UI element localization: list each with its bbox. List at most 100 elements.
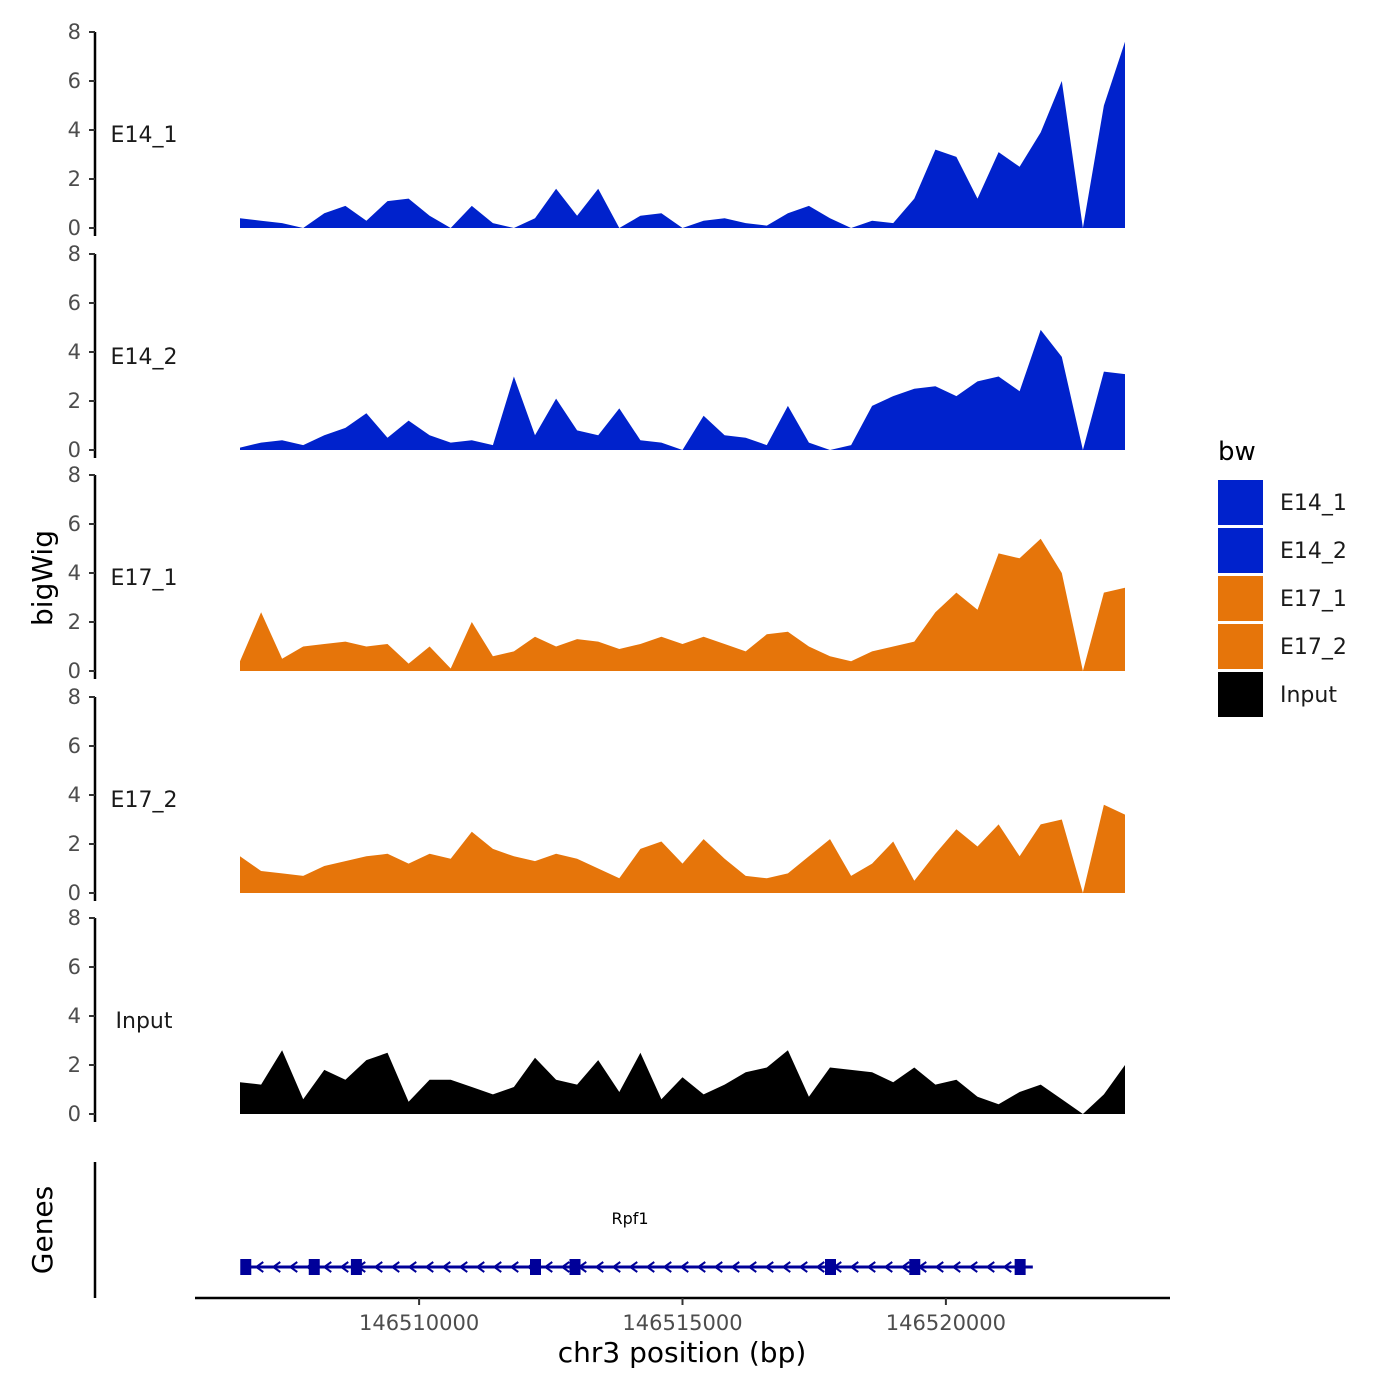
strand-arrow <box>254 1261 264 1273</box>
strand-arrow <box>475 1261 485 1273</box>
strand-arrow <box>764 1261 774 1273</box>
strand-arrow <box>560 1261 570 1273</box>
y-tick-label: 0 <box>68 881 81 905</box>
strand-arrow <box>866 1261 876 1273</box>
track-input: 0 2 4 6 8 Input <box>68 906 1125 1126</box>
strand-arrow <box>645 1261 655 1273</box>
gene-exon <box>1014 1259 1026 1275</box>
y-tick-label: 8 <box>68 463 81 487</box>
y-tick-label: 4 <box>68 561 81 585</box>
track-e17_2: 0 2 4 6 8 E17_2 <box>68 685 1125 905</box>
legend-swatch-e17_1 <box>1218 576 1263 621</box>
strand-arrow <box>849 1261 859 1273</box>
legend-swatch-e17_2 <box>1218 624 1263 669</box>
y-tick-label: 6 <box>68 512 81 536</box>
y-tick-label: 2 <box>68 1053 81 1077</box>
genes-track: Rpf1 <box>93 1162 1033 1298</box>
strand-arrow <box>900 1261 910 1273</box>
strand-arrow <box>696 1261 706 1273</box>
x-axis-title: chr3 position (bp) <box>558 1336 807 1369</box>
strand-arrow <box>322 1261 332 1273</box>
x-tick-label: 146515000 <box>622 1311 742 1335</box>
y-tick-label: 6 <box>68 955 81 979</box>
track-e14_2: 0 2 4 6 8 E14_2 <box>68 242 1125 462</box>
strand-arrow <box>339 1261 349 1273</box>
y-tick-label: 8 <box>68 242 81 266</box>
strand-arrow <box>968 1261 978 1273</box>
y-tick-label: 6 <box>68 291 81 315</box>
strand-arrow <box>747 1261 757 1273</box>
signal-area-input <box>240 1050 1125 1114</box>
gene-exon <box>909 1259 921 1275</box>
strand-arrow <box>424 1261 434 1273</box>
signal-area-e17_2 <box>240 804 1125 893</box>
y-tick-label: 4 <box>68 118 81 142</box>
track-label: E17_2 <box>111 788 178 813</box>
x-tick-label: 146510000 <box>359 1311 479 1335</box>
gene-label-rpf1: Rpf1 <box>611 1209 648 1228</box>
legend-swatch-input <box>1218 672 1263 717</box>
strand-arrow <box>815 1261 825 1273</box>
legend-title: bw <box>1218 437 1256 467</box>
track-label: E14_1 <box>111 123 178 148</box>
strand-arrow <box>934 1261 944 1273</box>
y-tick-label: 0 <box>68 216 81 240</box>
signal-tracks: 0 2 4 6 8 E14_1 0 2 4 6 8 E14_2 0 2 4 6 8 E17_1 0 2 4 6 8 E17_2… <box>68 20 1125 1126</box>
legend-label-e17_2: E17_2 <box>1280 635 1347 660</box>
y-tick-label: 0 <box>68 438 81 462</box>
y-tick-label: 6 <box>68 734 81 758</box>
strand-arrow <box>288 1261 298 1273</box>
strand-arrow <box>951 1261 961 1273</box>
y-tick-label: 2 <box>68 610 81 634</box>
legend-label-input: Input <box>1280 683 1337 708</box>
strand-arrow <box>798 1261 808 1273</box>
legend-label-e14_2: E14_2 <box>1280 539 1347 564</box>
strand-arrow <box>730 1261 740 1273</box>
gene-exon <box>308 1259 320 1275</box>
strand-arrow <box>441 1261 451 1273</box>
y-tick-label: 4 <box>68 783 81 807</box>
gene-exon <box>569 1259 581 1275</box>
strand-arrow <box>781 1261 791 1273</box>
strand-arrow <box>713 1261 723 1273</box>
strand-arrow <box>883 1261 893 1273</box>
strand-arrow <box>407 1261 417 1273</box>
y-tick-label: 2 <box>68 167 81 191</box>
strand-arrow <box>271 1261 281 1273</box>
y-tick-label: 8 <box>68 685 81 709</box>
strand-arrow <box>1002 1261 1012 1273</box>
x-axis: chr3 position (bp) 146510000 146515000 146… <box>195 1296 1170 1369</box>
y-tick-label: 0 <box>68 1102 81 1126</box>
strand-arrow <box>594 1261 604 1273</box>
track-label: E17_1 <box>111 566 178 591</box>
track-label: E14_2 <box>111 345 178 370</box>
strand-arrow <box>543 1261 553 1273</box>
track-e14_1: 0 2 4 6 8 E14_1 <box>68 20 1125 240</box>
signal-area-e14_2 <box>240 329 1125 450</box>
legend: bw E14_1 E14_2 E17_1 E17_2 Input <box>1218 437 1347 717</box>
legend-swatch-e14_1 <box>1218 480 1263 525</box>
strand-arrow <box>509 1261 519 1273</box>
legend-swatch-e14_2 <box>1218 528 1263 573</box>
legend-label-e17_1: E17_1 <box>1280 587 1347 612</box>
strand-arrow <box>373 1261 383 1273</box>
strand-arrow <box>492 1261 502 1273</box>
signal-area-e17_1 <box>240 538 1125 671</box>
y-tick-label: 2 <box>68 389 81 413</box>
gene-exon <box>350 1259 362 1275</box>
x-tick-label: 146520000 <box>886 1311 1006 1335</box>
y-tick-label: 8 <box>68 20 81 44</box>
track-e17_1: 0 2 4 6 8 E17_1 <box>68 463 1125 683</box>
strand-arrow <box>679 1261 689 1273</box>
legend-label-e14_1: E14_1 <box>1280 491 1347 516</box>
y-tick-label: 8 <box>68 906 81 930</box>
strand-arrow <box>458 1261 468 1273</box>
y-tick-label: 4 <box>68 340 81 364</box>
strand-arrow <box>611 1261 621 1273</box>
gene-exon <box>825 1259 836 1275</box>
strand-arrow <box>390 1261 400 1273</box>
gene-exon <box>530 1259 541 1275</box>
strand-arrow <box>662 1261 672 1273</box>
strand-arrow <box>985 1261 995 1273</box>
